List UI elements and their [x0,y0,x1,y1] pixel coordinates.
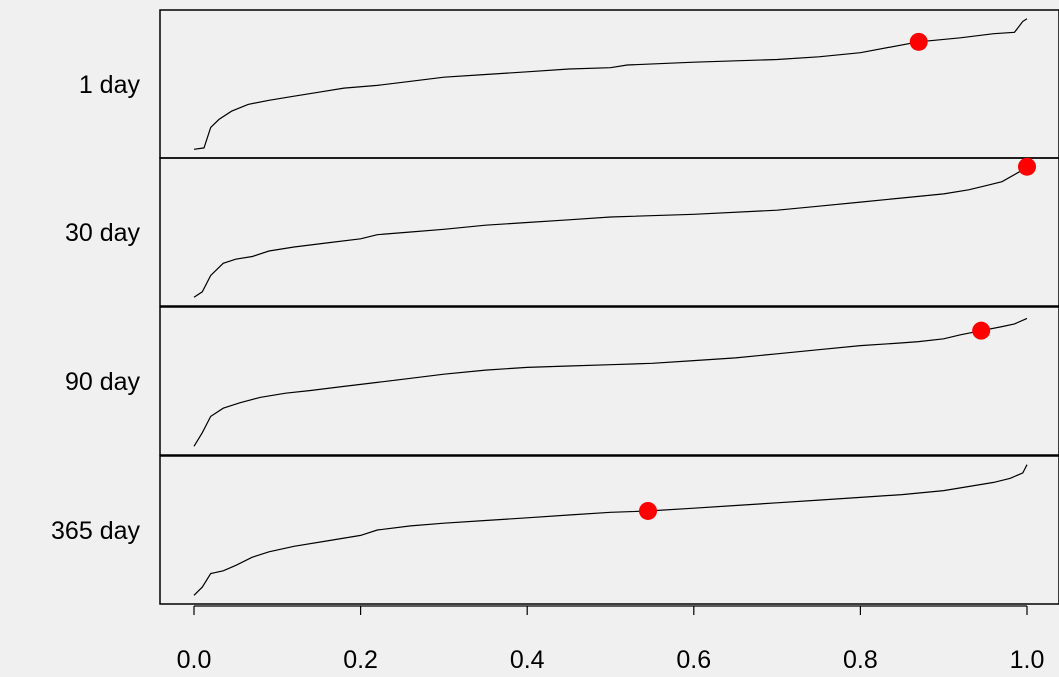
highlight-point [638,501,657,520]
panel-4: 365 day [51,455,1059,605]
series-line [193,464,1028,596]
series-line [193,166,1028,298]
panel-2: 30 day [65,157,1059,307]
series-line [193,317,1028,447]
panel-frame [159,306,1059,456]
x-tick-label: 0.4 [510,646,545,674]
panel-frame [159,455,1059,605]
panels-group: 1 day 30 day 90 day 365 day [51,9,1059,605]
panel-label: 365 day [51,517,140,545]
highlight-point [972,321,991,340]
panel-label: 90 day [65,368,141,396]
panel-3: 90 day [65,306,1059,456]
x-tick-label: 1.0 [1010,646,1045,674]
panel-label: 30 day [65,219,141,247]
highlight-point [1018,157,1036,176]
series-line [193,18,1028,150]
x-tick-label: 0.8 [843,646,878,674]
panel-label: 1 day [79,71,141,99]
x-tick-label: 0.0 [177,646,212,674]
x-tick-label: 0.6 [676,646,711,674]
panel-frame [159,157,1059,307]
x-tick-label: 0.2 [343,646,378,674]
panel-frame [159,9,1059,159]
panel-1: 1 day [79,9,1059,159]
highlight-point [909,32,928,51]
x-axis: 0.0 0.2 0.4 0.6 0.8 1.0 [177,605,1045,674]
